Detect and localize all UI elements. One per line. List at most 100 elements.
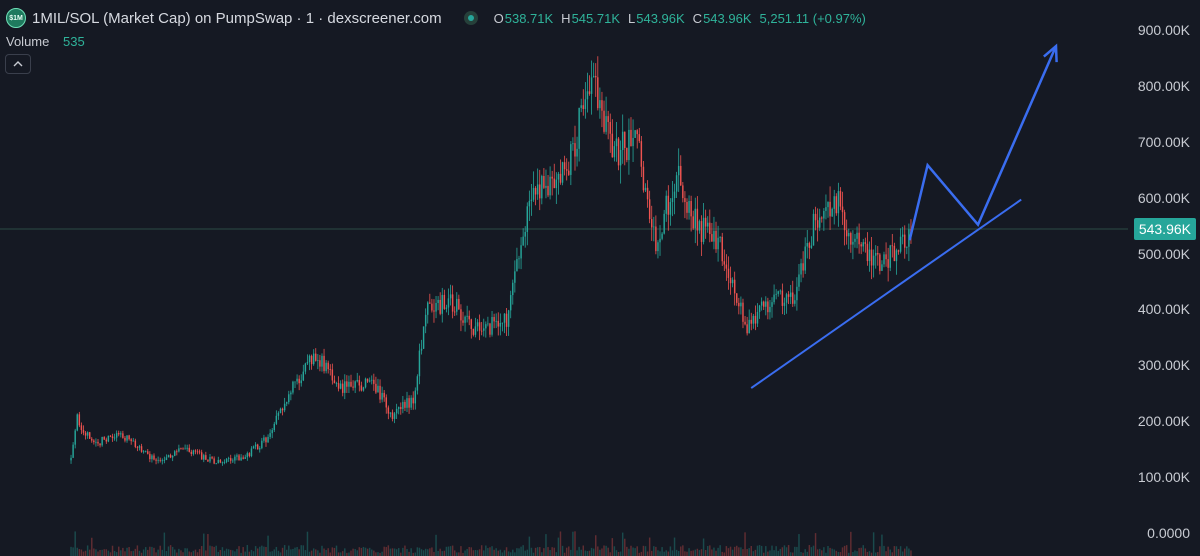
volume-bar: [499, 549, 502, 556]
volume-bar: [605, 545, 607, 556]
volume-bar: [225, 548, 228, 556]
candle-body: [754, 315, 757, 324]
candle-body: [586, 91, 589, 100]
volume-bar: [723, 552, 726, 556]
volume-legend: Volume 535: [6, 34, 85, 49]
candle-body: [80, 425, 83, 431]
candle-body: [267, 436, 269, 443]
candle-body: [545, 185, 547, 188]
pair-title: 1MIL/SOL (Market Cap) on PumpSwap · 1 · …: [32, 9, 442, 27]
volume-bar: [823, 547, 825, 556]
volume-bar: [568, 546, 570, 556]
volume-bar: [781, 547, 784, 556]
candle-body: [887, 259, 889, 268]
candle-body: [501, 322, 504, 324]
volume-bar: [837, 551, 840, 556]
volume-bar: [142, 549, 145, 556]
candle-body: [613, 146, 616, 158]
candle-body: [526, 206, 529, 232]
candle-body: [360, 385, 363, 391]
volume-bar: [524, 550, 526, 556]
volume-bar: [588, 550, 591, 556]
candle-body: [240, 457, 242, 461]
candle-body: [615, 138, 618, 147]
candle-body: [84, 432, 87, 436]
volume-bar: [256, 548, 259, 556]
candle-body: [684, 198, 686, 203]
candle-body: [149, 453, 151, 460]
candle-body: [810, 245, 813, 248]
candle-body: [756, 311, 759, 324]
volume-bar: [439, 548, 441, 556]
volume-bar: [261, 545, 263, 556]
candle-body: [767, 301, 769, 313]
candle-body: [497, 320, 499, 327]
volume-bar: [337, 552, 340, 556]
volume-bar: [431, 547, 433, 556]
volume-bar: [144, 547, 147, 556]
candle-body: [412, 397, 414, 404]
volume-bar: [860, 547, 862, 556]
candle-body: [169, 455, 172, 458]
volume-bar: [798, 534, 800, 556]
collapse-legend-button[interactable]: [5, 54, 31, 74]
volume-bar: [559, 531, 562, 556]
volume-bar: [325, 549, 327, 556]
volume-bar: [545, 534, 547, 556]
candle-body: [843, 212, 846, 231]
volume-bar: [680, 546, 682, 556]
volume-bar: [169, 545, 172, 556]
candle-body: [713, 230, 715, 242]
candle-body: [151, 455, 153, 460]
candle-body: [845, 230, 848, 237]
candle-body: [483, 328, 485, 331]
candle-body: [528, 200, 531, 207]
candle-body: [648, 199, 651, 220]
candle-body: [891, 245, 894, 247]
candle-body: [339, 383, 342, 389]
volume-bar: [648, 537, 651, 556]
volume-bar: [551, 547, 553, 556]
volume-bar: [775, 546, 777, 556]
candle-body: [491, 317, 493, 335]
volume-bar: [565, 547, 568, 556]
candle-body: [688, 200, 690, 213]
volume-bar: [182, 552, 184, 556]
volume-bar: [373, 550, 375, 556]
volume-bar: [897, 548, 900, 556]
candle-body: [804, 246, 806, 271]
volume-bar: [300, 545, 302, 556]
candle-body: [719, 236, 721, 238]
volume-bar: [254, 546, 257, 556]
candle-body: [536, 184, 539, 195]
candle-body: [789, 292, 792, 297]
candle-body: [230, 458, 232, 461]
volume-bar: [489, 547, 491, 556]
candle-body: [329, 369, 331, 370]
candle-body: [733, 279, 736, 294]
candle-body: [758, 305, 761, 312]
volume-bar: [198, 549, 201, 556]
volume-bar: [721, 551, 723, 556]
candle-body: [487, 323, 489, 325]
candle-body: [105, 439, 108, 442]
volume-bar: [319, 552, 321, 556]
volume-bar: [908, 548, 910, 556]
volume-bar: [88, 549, 91, 556]
volume-bar: [595, 535, 597, 556]
candle-body: [178, 448, 180, 452]
volume-bar: [221, 547, 224, 556]
candle-body: [306, 362, 309, 364]
volume-bar: [543, 548, 545, 556]
volume-bar: [149, 546, 151, 556]
volume-bar: [377, 552, 379, 556]
candle-body: [427, 302, 429, 315]
y-tick-label: 0.0000: [1147, 525, 1190, 541]
candle-body: [379, 385, 381, 400]
volume-bar: [424, 548, 427, 556]
candle-body: [787, 294, 790, 297]
candle-body: [271, 430, 273, 434]
volume-bar: [509, 552, 512, 556]
candle-body: [451, 294, 454, 312]
